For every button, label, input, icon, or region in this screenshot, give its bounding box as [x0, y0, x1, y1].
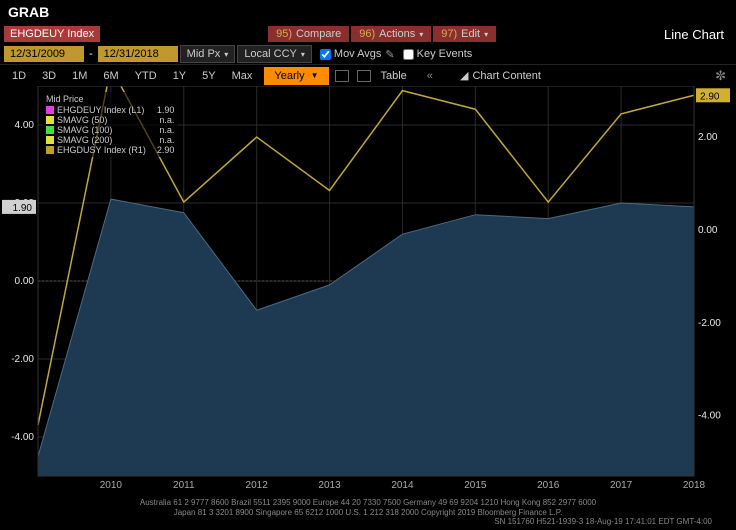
svg-text:4.00: 4.00 — [15, 120, 35, 131]
svg-text:1.90: 1.90 — [13, 203, 33, 214]
range-1m[interactable]: 1M — [64, 67, 95, 85]
svg-text:-2.00: -2.00 — [11, 354, 34, 365]
date-from-input[interactable] — [4, 46, 84, 62]
toolbar-2: - Mid Px▾ Local CCY▾ Mov Avgs ✎ Key Even… — [0, 44, 736, 64]
midpx-dropdown[interactable]: Mid Px▾ — [180, 45, 236, 63]
localccy-dropdown[interactable]: Local CCY▾ — [237, 45, 312, 63]
movavgs-checkbox[interactable]: Mov Avgs — [320, 48, 382, 60]
legend-row: SMAVG (100)n.a. — [46, 125, 174, 135]
chart-type-icons — [335, 70, 371, 82]
date-separator: - — [86, 48, 96, 60]
settings-gear-icon[interactable]: ✼ — [715, 68, 726, 84]
range-1y[interactable]: 1Y — [165, 67, 194, 85]
svg-text:2017: 2017 — [610, 480, 633, 491]
range-ytd[interactable]: YTD — [127, 67, 165, 85]
legend-title: Mid Price — [46, 94, 174, 104]
line-chart-icon[interactable] — [335, 70, 349, 82]
legend-row: SMAVG (200)n.a. — [46, 135, 174, 145]
compare-button[interactable]: 95)Compare — [268, 26, 349, 42]
candle-chart-icon[interactable] — [357, 70, 371, 82]
actions-button[interactable]: 96)Actions▾ — [351, 26, 431, 42]
table-link[interactable]: Table — [381, 70, 407, 82]
toolbar-3: 1D 3D 1M 6M YTD 1Y 5Y Max Yearly▼ Table … — [0, 64, 736, 86]
edit-pencil-icon[interactable]: ✎ — [385, 48, 394, 61]
svg-text:2.90: 2.90 — [700, 91, 720, 102]
svg-text:2016: 2016 — [537, 480, 560, 491]
nav-next-icon[interactable] — [437, 70, 440, 82]
range-1d[interactable]: 1D — [4, 67, 34, 85]
edit-button[interactable]: 97)Edit▾ — [433, 26, 496, 42]
chart-area: -4.00-2.000.002.004.00-4.00-2.000.002.00… — [0, 86, 736, 496]
footer-line2: Japan 81 3 3201 8900 Singapore 65 6212 1… — [4, 508, 732, 518]
legend-row: SMAVG (50)n.a. — [46, 115, 174, 125]
svg-text:2.00: 2.00 — [698, 132, 718, 143]
svg-text:-4.00: -4.00 — [698, 411, 721, 422]
linechart-label: Line Chart — [664, 27, 732, 42]
range-3d[interactable]: 3D — [34, 67, 64, 85]
toolbar-1: EHGDEUY Index 95)Compare 96)Actions▾ 97)… — [0, 24, 736, 44]
keyevents-checkbox[interactable]: Key Events — [403, 48, 473, 60]
chart-content-button[interactable]: ◢Chart Content — [460, 69, 541, 82]
legend-box: Mid Price EHGDEUY Index (L1)1.90SMAVG (5… — [42, 92, 178, 157]
footer: Australia 61 2 9777 8600 Brazil 5511 239… — [0, 496, 736, 529]
app-title: GRAB — [0, 0, 736, 24]
svg-text:2013: 2013 — [318, 480, 341, 491]
range-5y[interactable]: 5Y — [194, 67, 223, 85]
interval-dropdown[interactable]: Yearly▼ — [264, 67, 328, 85]
legend-row: EHGDEUY Index (L1)1.90 — [46, 105, 174, 115]
date-to-input[interactable] — [98, 46, 178, 62]
svg-text:2018: 2018 — [683, 480, 706, 491]
svg-text:-4.00: -4.00 — [11, 432, 34, 443]
svg-text:-2.00: -2.00 — [698, 318, 721, 329]
nav-arrows: « — [427, 70, 440, 82]
index-label: EHGDEUY Index — [4, 26, 100, 42]
footer-line3: SN 151760 H521-1939-3 18-Aug-19 17:41:01… — [4, 517, 732, 527]
svg-text:2014: 2014 — [391, 480, 414, 491]
legend-row: EHGDUSY Index (R1)2.90 — [46, 145, 174, 155]
range-max[interactable]: Max — [224, 67, 261, 85]
svg-text:2010: 2010 — [100, 480, 123, 491]
svg-text:2012: 2012 — [246, 480, 269, 491]
footer-line1: Australia 61 2 9777 8600 Brazil 5511 239… — [4, 498, 732, 508]
svg-text:0.00: 0.00 — [15, 276, 35, 287]
svg-text:2011: 2011 — [173, 480, 195, 491]
nav-prev-icon[interactable]: « — [427, 70, 433, 82]
svg-text:0.00: 0.00 — [698, 225, 718, 236]
app-root: GRAB EHGDEUY Index 95)Compare 96)Actions… — [0, 0, 736, 530]
svg-text:2015: 2015 — [464, 480, 487, 491]
range-6m[interactable]: 6M — [95, 67, 126, 85]
